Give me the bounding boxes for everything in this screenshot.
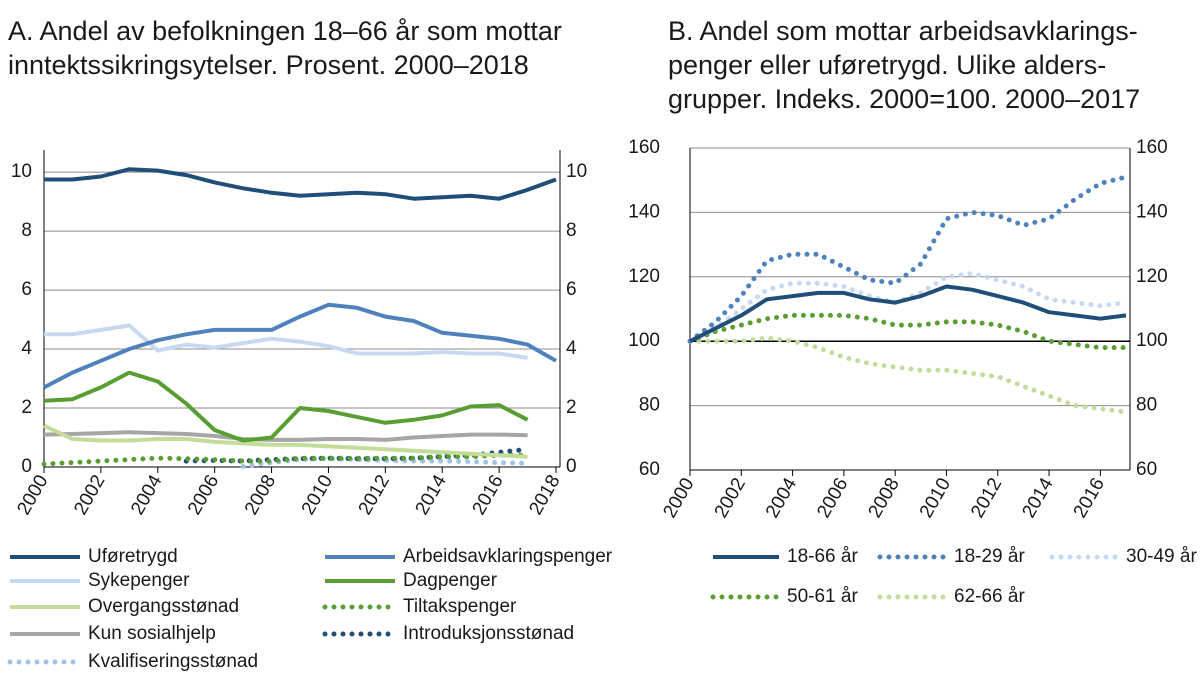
legend-label: Dagpenger — [403, 570, 498, 591]
y-tick-label: 60 — [639, 459, 660, 480]
chart-title: A. Andel av befolkningen 18–66 år som mo… — [8, 16, 562, 46]
x-tick-label: 2000 — [659, 475, 698, 522]
x-tick-label: 2018 — [525, 472, 564, 519]
x-tick-label: 2008 — [865, 475, 904, 522]
x-tick-label: 2006 — [813, 475, 852, 522]
y-tick-label: 6 — [21, 279, 32, 300]
series-line — [687, 271, 1129, 344]
series-line — [687, 174, 1129, 344]
y-tick-label: 160 — [628, 137, 660, 158]
series-line — [43, 302, 557, 390]
series-line — [689, 284, 1127, 343]
x-tick-label: 2014 — [1018, 474, 1058, 521]
y-tick-label: 4 — [21, 338, 32, 359]
series-line — [687, 312, 1129, 351]
legend-label: Kvalifiseringsstønad — [88, 651, 258, 672]
x-tick-label: 2002 — [70, 472, 109, 519]
legend-label: 62-66 år — [954, 586, 1025, 607]
chart-title: grupper. Indeks. 2000=100. 2000–2017 — [668, 84, 1140, 114]
y2-tick-label: 160 — [1136, 137, 1168, 158]
chart-title: inntektssikringsytelser. Prosent. 2000–2… — [8, 50, 529, 80]
series-line — [687, 335, 1129, 415]
series-line — [44, 323, 528, 360]
series-line — [43, 423, 528, 459]
legend-label: Tiltakspenger — [403, 596, 517, 617]
y-tick-label: 2 — [21, 397, 32, 418]
legend-label: 50-61 år — [787, 586, 858, 607]
y-tick-label: 120 — [628, 266, 660, 287]
y2-tick-label: 10 — [566, 161, 587, 182]
y2-tick-label: 0 — [566, 456, 577, 477]
y2-tick-label: 8 — [566, 220, 577, 241]
series-line — [43, 370, 529, 443]
legend-label: Arbeidsavklaringspenger — [403, 546, 613, 567]
y-tick-label: 80 — [639, 395, 660, 416]
x-tick-label: 2012 — [967, 475, 1006, 522]
x-tick-label: 2010 — [916, 475, 955, 522]
legend-label: Overgangsstønad — [88, 596, 239, 617]
legend-label: 18-29 år — [954, 546, 1025, 567]
legend-label: Kun sosialhjelp — [88, 623, 216, 644]
x-tick-label: 2008 — [241, 472, 280, 519]
y-tick-label: 100 — [628, 330, 660, 351]
legend-label: 30-49 år — [1126, 546, 1197, 567]
y-tick-label: 10 — [11, 161, 32, 182]
series-line — [43, 430, 528, 442]
chart-title: penger eller uføretrygd. Ulike alders- — [668, 50, 1106, 80]
x-tick-label: 2016 — [1070, 475, 1109, 522]
x-tick-label: 2006 — [184, 472, 223, 519]
legend-label: Sykepenger — [88, 570, 190, 591]
x-tick-label: 2016 — [468, 472, 507, 519]
y2-tick-label: 100 — [1136, 330, 1168, 351]
x-tick-label: 2002 — [711, 475, 750, 522]
y-tick-label: 0 — [21, 456, 32, 477]
series-line — [41, 452, 531, 467]
x-tick-label: 2004 — [762, 474, 802, 521]
y2-tick-label: 6 — [566, 279, 577, 300]
x-tick-label: 2010 — [298, 472, 337, 519]
y-tick-label: 8 — [21, 220, 32, 241]
chart-title: B. Andel som mottar arbeidsavklarings- — [668, 16, 1138, 46]
x-tick-label: 2012 — [355, 472, 394, 519]
x-tick-label: 2000 — [13, 472, 52, 519]
y2-tick-label: 4 — [566, 338, 577, 359]
y2-tick-label: 80 — [1136, 395, 1157, 416]
x-tick-label: 2014 — [412, 471, 452, 518]
series-line — [44, 167, 557, 201]
legend-label: 18-66 år — [787, 546, 858, 567]
legend-label: Introduksjonsstønad — [403, 623, 574, 644]
x-tick-label: 2004 — [127, 471, 167, 518]
y2-tick-label: 140 — [1136, 201, 1168, 222]
y2-tick-label: 60 — [1136, 459, 1157, 480]
y-tick-label: 140 — [628, 201, 660, 222]
legend-label: Uføretrygd — [88, 546, 178, 567]
y2-tick-label: 2 — [566, 397, 577, 418]
y2-tick-label: 120 — [1136, 266, 1168, 287]
